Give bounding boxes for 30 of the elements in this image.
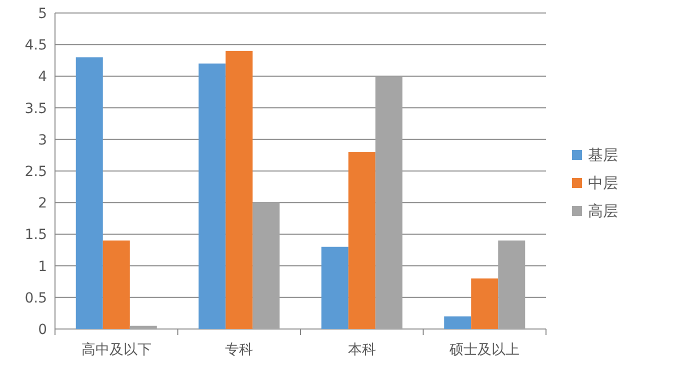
bar: [130, 326, 157, 329]
bar: [348, 152, 376, 329]
bar: [471, 278, 498, 329]
y-tick-label: 2: [38, 196, 47, 212]
bar: [444, 316, 472, 329]
y-tick-label: 3.5: [24, 100, 47, 117]
bar: [321, 246, 348, 329]
x-tick-label: 本科: [348, 342, 376, 358]
y-tick-label: 0: [38, 322, 47, 338]
legend-label: 基层: [588, 146, 618, 164]
bar: [498, 240, 526, 329]
legend-label: 高层: [588, 202, 618, 220]
y-tick-label: 5: [38, 6, 47, 22]
y-tick-label: 0.5: [24, 290, 47, 306]
legend-label: 中层: [588, 174, 618, 192]
y-tick-label: 4: [38, 69, 48, 86]
y-tick-label: 1: [38, 258, 47, 275]
x-tick-label: 高中及以下: [81, 342, 152, 358]
y-tick-label: 1.5: [24, 227, 47, 244]
bar: [226, 50, 253, 329]
x-tick-label: 硕士及以上: [448, 342, 520, 358]
bar: [252, 202, 280, 329]
bar: [375, 76, 402, 329]
y-tick-label: 3: [38, 132, 47, 148]
bar: [76, 57, 103, 329]
x-tick-label: 专科: [225, 342, 254, 358]
bar: [102, 240, 130, 329]
y-tick-label: 2.5: [24, 164, 47, 180]
bar: [198, 64, 226, 329]
y-tick-label: 4.5: [24, 38, 47, 54]
